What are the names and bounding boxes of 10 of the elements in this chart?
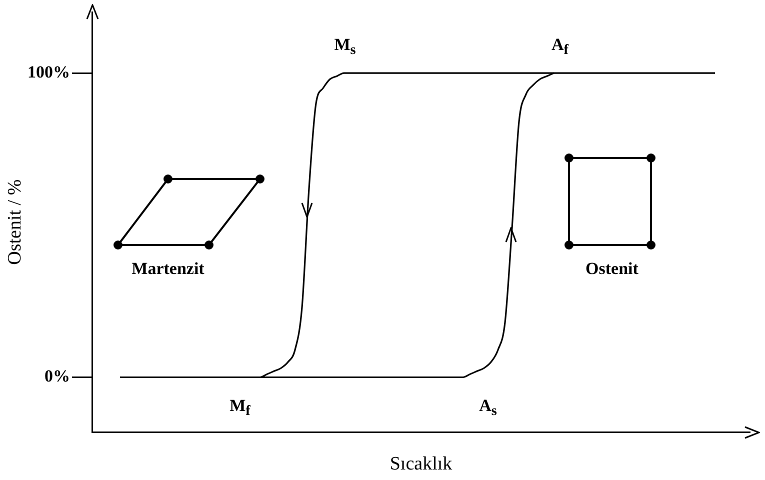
annotation: Martenzit bbox=[132, 259, 204, 279]
annotation: M$_{s}$ bbox=[334, 34, 356, 60]
x-axis-title: Sıcaklık bbox=[390, 454, 453, 475]
y-axis-title: Ostenit / % bbox=[4, 179, 26, 265]
y-tick-label: 0% bbox=[44, 366, 70, 386]
y-tick-label: 100% bbox=[28, 62, 70, 82]
annotation: A$_{s}$ bbox=[479, 396, 497, 420]
annotation: M$_{f}$ bbox=[230, 396, 250, 420]
annotation: Ostenit bbox=[586, 259, 638, 279]
annotation: A$_{f}$ bbox=[552, 34, 568, 60]
